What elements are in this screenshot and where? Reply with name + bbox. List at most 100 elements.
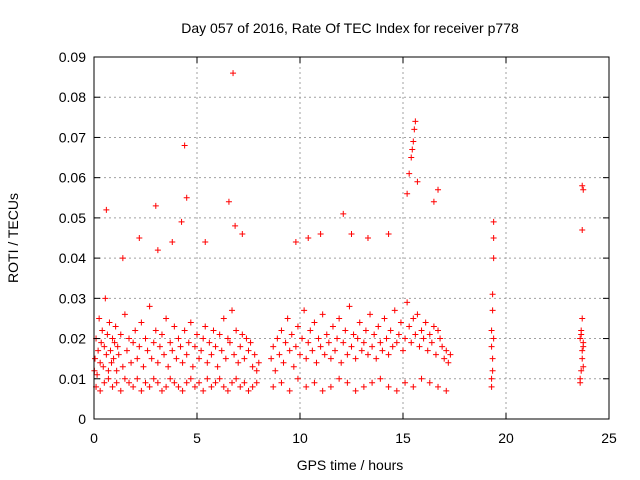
data-point (206, 339, 213, 346)
data-point (108, 359, 115, 366)
data-point (305, 235, 312, 241)
data-point (111, 339, 118, 346)
data-point (309, 347, 316, 354)
data-point (490, 335, 497, 342)
data-point (325, 339, 332, 346)
data-point (428, 339, 435, 346)
data-point (110, 355, 117, 362)
data-point (579, 315, 586, 322)
data-point (336, 315, 343, 322)
data-point (286, 387, 293, 394)
data-point (410, 315, 417, 322)
data-point (169, 239, 176, 246)
data-point (334, 335, 341, 342)
data-point (152, 202, 159, 209)
data-point (338, 359, 345, 366)
data-point (488, 383, 495, 390)
data-point (321, 351, 328, 358)
data-point (101, 343, 108, 350)
data-point (348, 230, 355, 237)
data-point (439, 343, 446, 350)
data-point (154, 247, 161, 254)
data-point (274, 335, 281, 342)
data-point (196, 379, 203, 386)
data-point (191, 383, 198, 390)
data-point (119, 255, 126, 262)
data-point (375, 323, 382, 330)
data-point (443, 347, 450, 354)
data-point (445, 359, 452, 366)
data-point (441, 355, 448, 362)
data-point (311, 379, 318, 386)
data-point (344, 379, 351, 386)
data-point (97, 359, 104, 366)
data-point (488, 343, 495, 350)
data-point (327, 383, 334, 390)
data-point (202, 323, 209, 330)
data-point (214, 363, 221, 370)
y-tick-label: 0.07 (59, 129, 86, 145)
data-point (490, 218, 497, 225)
data-point (100, 363, 107, 370)
data-point (146, 303, 153, 310)
data-point (156, 343, 163, 350)
data-point (490, 255, 497, 262)
data-point (123, 347, 130, 354)
data-point (379, 347, 386, 354)
data-point (115, 351, 122, 358)
data-point (406, 323, 413, 330)
data-point (251, 351, 258, 358)
data-point (280, 359, 287, 366)
data-point (286, 347, 293, 354)
data-point (113, 379, 120, 386)
data-point (241, 379, 248, 386)
data-point (360, 383, 367, 390)
data-point (173, 355, 180, 362)
data-point (113, 367, 120, 374)
data-point (278, 379, 285, 386)
data-point (138, 387, 145, 394)
data-point (292, 239, 299, 246)
data-point (106, 319, 113, 326)
data-point (204, 359, 211, 366)
data-point (183, 351, 190, 358)
data-point (126, 335, 133, 342)
data-point (98, 339, 105, 346)
data-point (249, 383, 256, 390)
data-point (117, 387, 124, 394)
data-point (152, 327, 159, 334)
data-point (102, 295, 109, 302)
data-point (249, 363, 256, 370)
data-point (179, 387, 186, 394)
data-point (356, 319, 363, 326)
data-point (360, 339, 367, 346)
data-point (294, 323, 301, 330)
data-point (313, 359, 320, 366)
data-point (222, 355, 229, 362)
data-point (150, 375, 157, 382)
data-point (397, 319, 404, 326)
data-point (109, 335, 116, 342)
data-point (311, 319, 318, 326)
data-point (358, 347, 365, 354)
x-tick-label: 0 (90, 430, 98, 446)
y-tick-label: 0.04 (59, 250, 86, 266)
data-point (297, 351, 303, 358)
data-point (292, 343, 299, 350)
data-point (105, 375, 112, 382)
data-point (181, 327, 188, 334)
data-point (171, 323, 178, 330)
data-point (301, 307, 308, 314)
data-point (187, 319, 194, 326)
data-point (241, 355, 248, 362)
data-point (146, 383, 153, 390)
data-point (381, 315, 388, 322)
data-point (109, 383, 116, 390)
data-point (447, 351, 454, 358)
data-point (435, 327, 442, 334)
data-point (167, 339, 174, 346)
data-point (443, 387, 450, 394)
data-point (579, 226, 586, 233)
y-tick-label: 0.03 (59, 290, 86, 306)
data-point (329, 323, 336, 330)
